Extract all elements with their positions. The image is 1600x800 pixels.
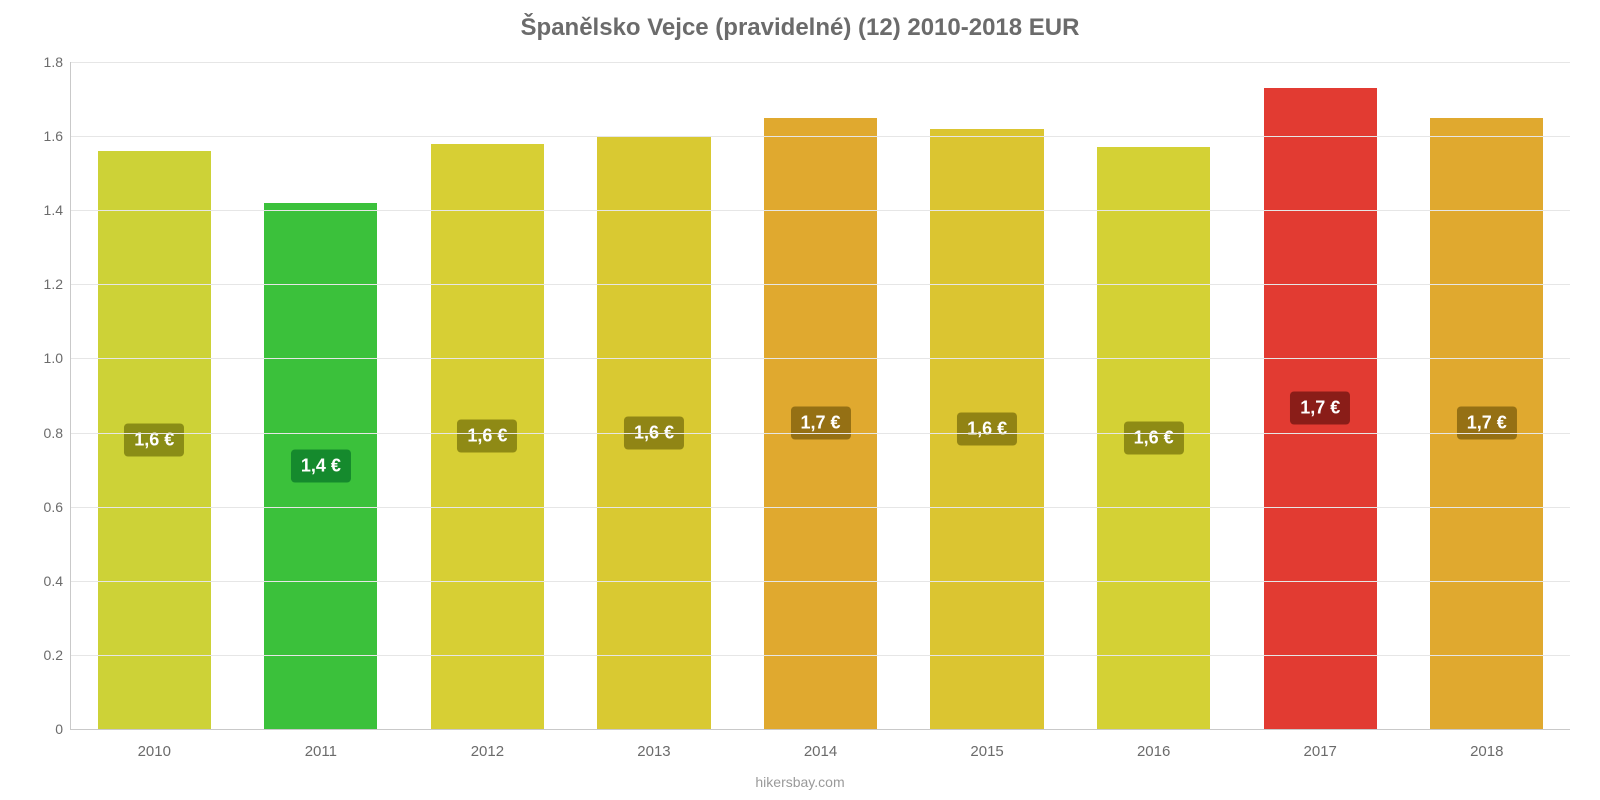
grid-line: [71, 433, 1570, 434]
xtick-label: 2012: [471, 743, 504, 760]
xtick-label: 2018: [1470, 743, 1503, 760]
bar-slot: 1,4 €2011: [238, 62, 405, 729]
bar-value-label: 1,7 €: [791, 407, 851, 440]
bar-slot: 1,7 €2018: [1404, 62, 1571, 729]
ytick-label: 1.2: [23, 276, 63, 292]
bar-slot: 1,6 €2010: [71, 62, 238, 729]
bar-slot: 1,7 €2014: [737, 62, 904, 729]
plot-area: 1,6 €20101,4 €20111,6 €20121,6 €20131,7 …: [70, 62, 1570, 730]
bars-group: 1,6 €20101,4 €20111,6 €20121,6 €20131,7 …: [71, 62, 1570, 729]
grid-line: [71, 284, 1570, 285]
ytick-label: 0: [23, 721, 63, 737]
bar: 1,7 €: [1264, 88, 1377, 729]
bar-value-label: 1,6 €: [457, 420, 517, 453]
grid-line: [71, 358, 1570, 359]
bar-value-label: 1,7 €: [1290, 392, 1350, 425]
ytick-label: 0.6: [23, 499, 63, 515]
bar-value-label: 1,4 €: [291, 449, 351, 482]
bar-slot: 1,6 €2012: [404, 62, 571, 729]
bar-value-label: 1,6 €: [957, 412, 1017, 445]
grid-line: [71, 507, 1570, 508]
bar-slot: 1,6 €2015: [904, 62, 1071, 729]
xtick-label: 2016: [1137, 743, 1170, 760]
ytick-label: 1.8: [23, 54, 63, 70]
bar: 1,6 €: [431, 144, 544, 729]
bar-slot: 1,6 €2013: [571, 62, 738, 729]
xtick-label: 2013: [637, 743, 670, 760]
bar-value-label: 1,7 €: [1457, 407, 1517, 440]
bar-value-label: 1,6 €: [124, 423, 184, 456]
grid-line: [71, 136, 1570, 137]
ytick-label: 1.6: [23, 128, 63, 144]
ytick-label: 0.2: [23, 647, 63, 663]
chart-container: Španělsko Vejce (pravidelné) (12) 2010-2…: [0, 0, 1600, 800]
bar: 1,6 €: [98, 151, 211, 729]
xtick-label: 2011: [305, 743, 337, 760]
xtick-label: 2010: [138, 743, 171, 760]
grid-line: [71, 62, 1570, 63]
bar: 1,4 €: [264, 203, 377, 729]
grid-line: [71, 210, 1570, 211]
bar: 1,6 €: [1097, 147, 1210, 729]
xtick-label: 2015: [970, 743, 1003, 760]
ytick-label: 1.0: [23, 350, 63, 366]
chart-title: Španělsko Vejce (pravidelné) (12) 2010-2…: [0, 0, 1600, 42]
xtick-label: 2017: [1304, 743, 1337, 760]
bar-slot: 1,6 €2016: [1070, 62, 1237, 729]
xtick-label: 2014: [804, 743, 837, 760]
ytick-label: 1.4: [23, 202, 63, 218]
grid-line: [71, 655, 1570, 656]
grid-line: [71, 581, 1570, 582]
bar-value-label: 1,6 €: [1124, 422, 1184, 455]
attribution-text: hikersbay.com: [0, 774, 1600, 790]
ytick-label: 0.4: [23, 573, 63, 589]
ytick-label: 0.8: [23, 425, 63, 441]
bar: 1,6 €: [930, 129, 1043, 729]
bar-slot: 1,7 €2017: [1237, 62, 1404, 729]
